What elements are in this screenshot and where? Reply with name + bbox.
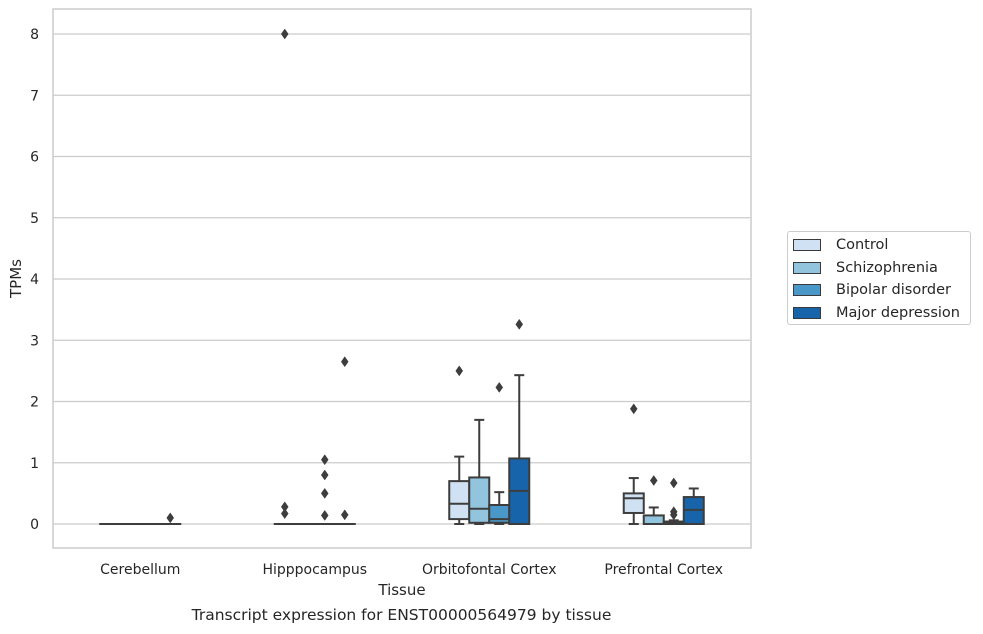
y-tick-label: 6: [30, 150, 39, 166]
y-tick-label: 7: [30, 88, 39, 104]
box-3-2: [662, 477, 685, 525]
box-2-0: [448, 365, 471, 525]
x-tick-label: Orbitofontal Cortex: [422, 562, 557, 578]
outlier-point: [649, 475, 658, 486]
x-axis-title: Tissue: [377, 581, 425, 599]
outlier-point: [320, 509, 329, 521]
outlier-point: [320, 454, 329, 466]
box-body: [488, 504, 511, 524]
box-3-3: [682, 487, 705, 525]
plot-frame: [52, 8, 752, 549]
y-tick-label: 5: [30, 211, 39, 227]
outlier-point: [166, 512, 175, 524]
outlier-point: [280, 28, 289, 40]
y-tick-label: 2: [30, 395, 39, 411]
y-tick-label: 1: [30, 456, 39, 472]
legend-swatch: [793, 261, 821, 274]
box-0-3: [159, 512, 182, 526]
y-tick-label: 8: [30, 27, 39, 43]
outlier-point: [495, 381, 504, 393]
legend-item: Control: [793, 235, 888, 255]
legend-label: Bipolar disorder: [836, 282, 951, 298]
box-2-1: [468, 418, 491, 525]
box-body: [642, 514, 665, 525]
box-2-2: [488, 381, 511, 525]
outlier-point: [320, 487, 329, 499]
box-3-0: [622, 403, 645, 525]
box-2-3: [508, 318, 531, 525]
x-tick-label: Cerebellum: [100, 562, 180, 578]
x-tick-label: Hipppocampus: [262, 562, 367, 578]
y-tick-label: 4: [30, 272, 39, 288]
y-tick-label: 0: [30, 517, 39, 533]
outlier-point: [669, 477, 678, 489]
box-1-2: [313, 454, 336, 526]
legend-swatch: [793, 306, 821, 319]
legend: Control Schizophrenia Bipolar disorder Majo…: [787, 231, 971, 325]
box-3-1: [642, 475, 665, 525]
legend-label: Control: [836, 237, 889, 253]
legend-label: Schizophrenia: [836, 259, 938, 276]
box-body: [468, 476, 491, 524]
chart-caption: Transcript expression for ENST0000056497…: [191, 606, 612, 624]
legend-item: Major depression: [793, 303, 960, 323]
y-tick-label: 3: [30, 333, 39, 349]
box-1-3: [333, 356, 356, 526]
outlier-point: [340, 509, 349, 521]
outlier-point: [669, 509, 678, 521]
x-tick-label: Prefrontal Cortex: [604, 562, 723, 578]
legend-item: Bipolar disorder: [793, 280, 951, 300]
outlier-point: [320, 469, 329, 481]
outlier-point: [340, 356, 349, 368]
legend-label: Major depression: [836, 304, 960, 321]
y-axis-title: TPMs: [7, 259, 25, 299]
outlier-point: [280, 508, 289, 520]
outlier-point: [629, 403, 638, 415]
outlier-point: [515, 318, 524, 330]
legend-item: Schizophrenia: [793, 258, 938, 278]
legend-swatch: [793, 284, 821, 296]
legend-swatch: [793, 239, 821, 251]
box-1-0: [273, 28, 296, 526]
box-body: [448, 480, 471, 521]
box-body: [622, 492, 645, 514]
outlier-point: [455, 365, 464, 377]
